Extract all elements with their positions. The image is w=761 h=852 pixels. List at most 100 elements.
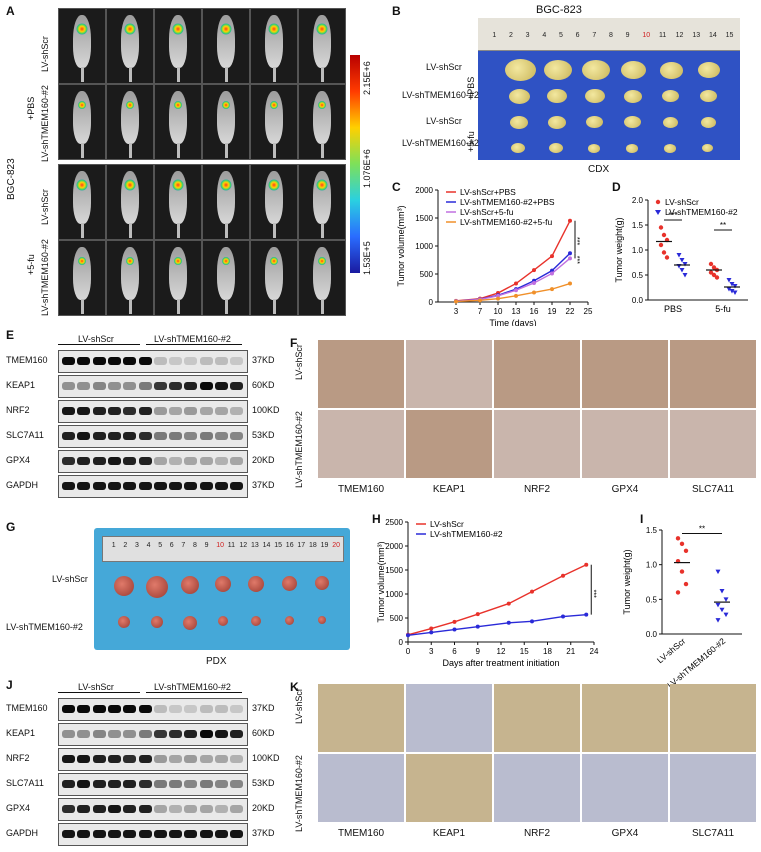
group-label: LV-shTMEM160-#2 [154,682,231,692]
ruler-tick-label: 13 [692,32,701,39]
group-label: LV-shScr [40,36,50,72]
blot-band [169,730,183,738]
data-point [714,275,720,280]
blot-band [77,357,91,365]
data-point [732,290,738,295]
panel-D-letter: D [612,180,621,194]
luminescence-signal [222,100,231,110]
significance-label: *** [573,237,580,245]
blot-band [230,830,244,838]
blot-band [153,780,167,788]
molecular-weight-label: 37KD [252,480,275,490]
blot-band [153,830,167,838]
y-tick-label: 1500 [415,214,433,223]
blot-band [92,482,106,490]
ruler-tick-label: 19 [320,542,329,549]
x-tick-label: 18 [543,647,552,656]
significance-label: *** [589,590,596,598]
tumor [547,89,567,103]
blot-band [230,705,244,713]
stain-label: KEAP1 [432,484,466,495]
blot-band [92,407,106,415]
blot-band [62,482,75,490]
blot-band [107,407,121,415]
stain-label: GPX4 [611,828,639,839]
blot-band [230,780,244,788]
mouse-image [106,8,154,84]
blot-band [153,805,167,813]
bioluminescence-image-grid [58,8,350,316]
mouse-image [298,164,346,240]
molecular-weight-label: 37KD [252,703,275,713]
y-tick-label: 0 [429,298,434,307]
data-point [406,633,410,638]
blot-band [107,755,121,763]
x-tick-label: 13 [512,307,521,316]
blot-band [169,357,183,365]
blot-band [153,705,167,713]
luminescence-signal [172,23,185,35]
ruler [102,536,344,562]
luminescence-signal [270,100,279,110]
protein-label: SLC7A11 [6,778,44,788]
blot-band [92,705,106,713]
mouse-image [154,164,202,240]
y-tick-label: 2.0 [632,196,644,205]
group-bar [146,344,242,345]
x-tick-label: 22 [566,307,575,316]
treatment-label-5fu: +5-fu [466,131,476,152]
tumor [662,116,678,128]
blot-band [77,432,91,440]
data-point [719,589,725,594]
blot-band [77,780,91,788]
blot-band [169,755,183,763]
molecular-weight-label: 53KD [252,778,275,788]
blot-band [123,407,137,415]
luminescence-signal [126,256,135,266]
ihc-image [318,754,404,822]
colorbar [350,55,360,273]
blot-band [153,457,167,465]
data-point [729,282,735,287]
blot-band [107,357,121,365]
blot-strip [58,375,248,398]
data-point [568,251,572,256]
mouse-image [58,240,106,316]
blot-band [123,730,137,738]
mouse-image [202,84,250,160]
mouse-image [202,240,250,316]
mouse-image [154,84,202,160]
blot-strip [58,475,248,498]
blot-band [169,432,183,440]
tumor [549,143,563,153]
blot-band [138,730,152,738]
panel-B-letter: B [392,4,401,18]
molecular-weight-label: 100KD [252,753,280,763]
blot-band [107,705,121,713]
row-label: LV-shTMEM160-#2 [294,411,304,488]
data-point [452,627,457,632]
mouse-tail [321,298,325,314]
ruler-tick-label: 8 [609,32,613,39]
x-tick-label: LV-shScr [655,636,687,666]
panel-I-letter: I [640,512,644,526]
ihc-image [494,754,580,822]
x-tick-label: 0 [406,647,411,656]
panel-J-letter: J [6,678,13,692]
panel-B-title: BGC-823 [536,4,582,16]
blot-band [77,730,91,738]
tumor [183,616,197,630]
y-axis-label: Tumor volume(mm³) [376,541,386,622]
x-tick-label: 25 [584,307,593,316]
protein-label: NRF2 [6,753,30,763]
blot-band [138,830,152,838]
cdx-caption: CDX [588,164,610,175]
y-axis-label: Tumor weight(g) [622,549,632,614]
blot-strip [58,723,248,746]
row-label: LV-shScr [294,688,304,724]
mouse-tail [177,142,181,158]
blot-band [123,432,137,440]
ruler-tick-label: 1 [492,32,497,39]
y-tick-label: 1.5 [632,221,644,230]
colorbar-max-label: 2.15E+6 [362,61,372,95]
